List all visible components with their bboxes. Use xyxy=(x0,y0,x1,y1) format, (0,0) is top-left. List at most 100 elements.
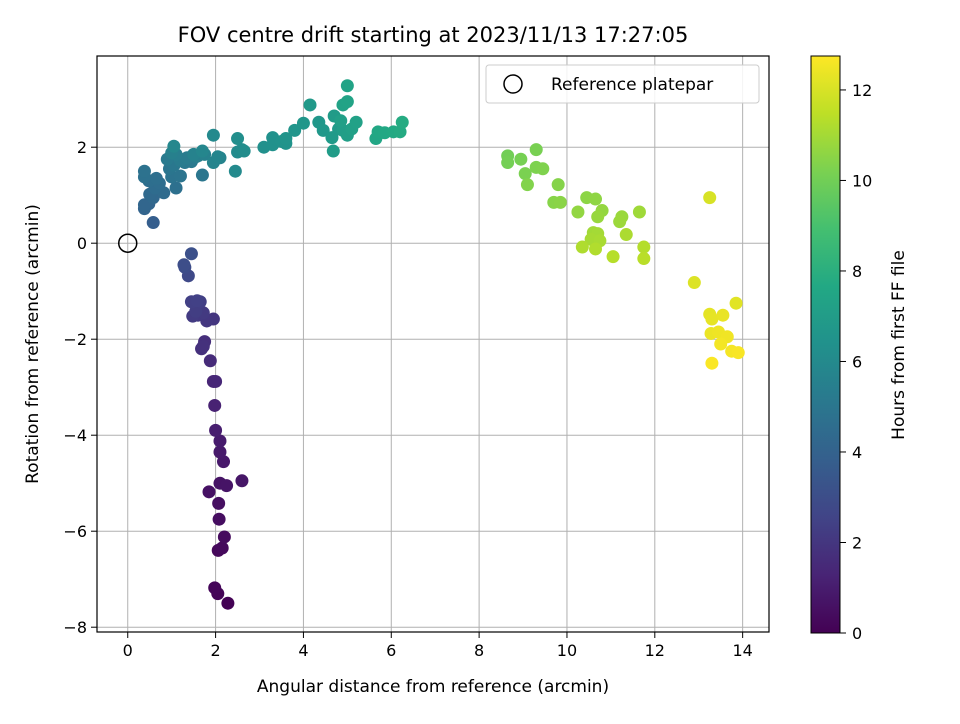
data-point xyxy=(551,178,565,192)
colorbar-tick-label: 0 xyxy=(852,624,862,643)
y-axis-label: Rotation from reference (arcmin) xyxy=(23,204,43,484)
data-point xyxy=(632,205,646,219)
data-point xyxy=(705,312,719,326)
y-tick-label: −8 xyxy=(63,618,87,637)
data-point xyxy=(606,250,620,264)
data-point xyxy=(514,152,528,166)
data-point xyxy=(716,308,730,322)
x-tick-label: 0 xyxy=(123,641,133,660)
x-tick-label: 4 xyxy=(298,641,308,660)
data-point xyxy=(349,115,363,129)
data-point xyxy=(196,339,210,353)
data-point xyxy=(220,479,234,493)
legend-box xyxy=(485,64,760,104)
data-point xyxy=(169,181,183,195)
data-point xyxy=(177,258,191,272)
y-tick-label: −2 xyxy=(63,330,87,349)
colorbar-tick-label: 8 xyxy=(852,262,862,281)
data-point xyxy=(213,445,227,459)
data-point xyxy=(703,191,717,205)
data-points xyxy=(137,79,745,610)
data-point xyxy=(195,144,209,158)
data-point xyxy=(173,169,187,183)
y-tick-label: 0 xyxy=(77,234,87,253)
data-point xyxy=(589,192,603,206)
data-point xyxy=(217,530,231,544)
data-point xyxy=(206,128,220,142)
data-point xyxy=(221,596,235,610)
x-tick-label: 14 xyxy=(732,641,752,660)
data-point xyxy=(209,374,223,388)
data-point xyxy=(146,216,160,230)
plot-frame xyxy=(96,55,770,633)
data-point xyxy=(228,164,242,178)
colorbar-tick-label: 10 xyxy=(852,171,872,190)
data-point xyxy=(536,162,550,176)
colorbar-ticks: 0 2 4 6 8 10 12 xyxy=(840,81,872,643)
data-point xyxy=(731,346,745,360)
data-point xyxy=(296,116,310,130)
data-point xyxy=(184,247,198,261)
data-point xyxy=(209,423,223,437)
data-point xyxy=(613,215,627,229)
colorbar-tick-label: 2 xyxy=(852,533,862,552)
data-point xyxy=(575,240,589,254)
data-point xyxy=(571,205,585,219)
colorbar xyxy=(810,55,841,634)
x-tick-label: 10 xyxy=(557,641,577,660)
data-point xyxy=(212,496,226,510)
data-point xyxy=(211,150,225,164)
data-point xyxy=(149,171,163,185)
data-point xyxy=(520,178,534,192)
colorbar-label: Hours from first FF file xyxy=(889,250,909,440)
data-point xyxy=(316,123,330,137)
data-point xyxy=(553,195,567,209)
reference-platepar-marker xyxy=(117,233,138,253)
data-point xyxy=(340,95,354,109)
data-point xyxy=(203,354,217,368)
data-point xyxy=(326,144,340,158)
data-point xyxy=(589,242,603,256)
data-point xyxy=(137,164,151,178)
data-point xyxy=(195,168,209,182)
x-tick-label: 2 xyxy=(210,641,220,660)
data-point xyxy=(208,398,222,412)
data-point xyxy=(637,240,651,254)
reference-marker-layer xyxy=(117,233,138,253)
legend: Reference platepar xyxy=(485,64,760,104)
y-tick-label: −4 xyxy=(63,426,87,445)
legend-entry: Reference platepar xyxy=(551,75,713,95)
data-point xyxy=(231,132,245,146)
data-point xyxy=(529,143,543,157)
data-point xyxy=(215,541,229,555)
x-tick-label: 6 xyxy=(386,641,396,660)
data-point xyxy=(619,228,633,242)
data-point xyxy=(334,114,348,128)
data-point xyxy=(714,337,728,351)
x-tick-label: 12 xyxy=(645,641,665,660)
data-point xyxy=(395,115,409,129)
y-tick-label: 2 xyxy=(77,138,87,157)
data-point xyxy=(705,356,719,370)
legend-marker-icon xyxy=(503,74,523,94)
data-point xyxy=(235,474,249,488)
data-point xyxy=(288,123,302,137)
x-axis-label: Angular distance from reference (arcmin) xyxy=(257,677,609,697)
data-point xyxy=(340,79,354,93)
colorbar-tick-label: 6 xyxy=(852,352,862,371)
data-point xyxy=(202,485,216,499)
data-point xyxy=(637,252,651,266)
x-tick-label: 8 xyxy=(474,641,484,660)
y-tick-label: −6 xyxy=(63,522,87,541)
data-point xyxy=(687,276,701,290)
data-point xyxy=(167,139,181,153)
data-point xyxy=(518,167,532,181)
data-point xyxy=(303,98,317,112)
data-point xyxy=(213,434,227,448)
data-point xyxy=(279,132,293,146)
data-point xyxy=(212,512,226,526)
data-point xyxy=(591,210,605,224)
chart-title: FOV centre drift starting at 2023/11/13 … xyxy=(178,23,689,47)
